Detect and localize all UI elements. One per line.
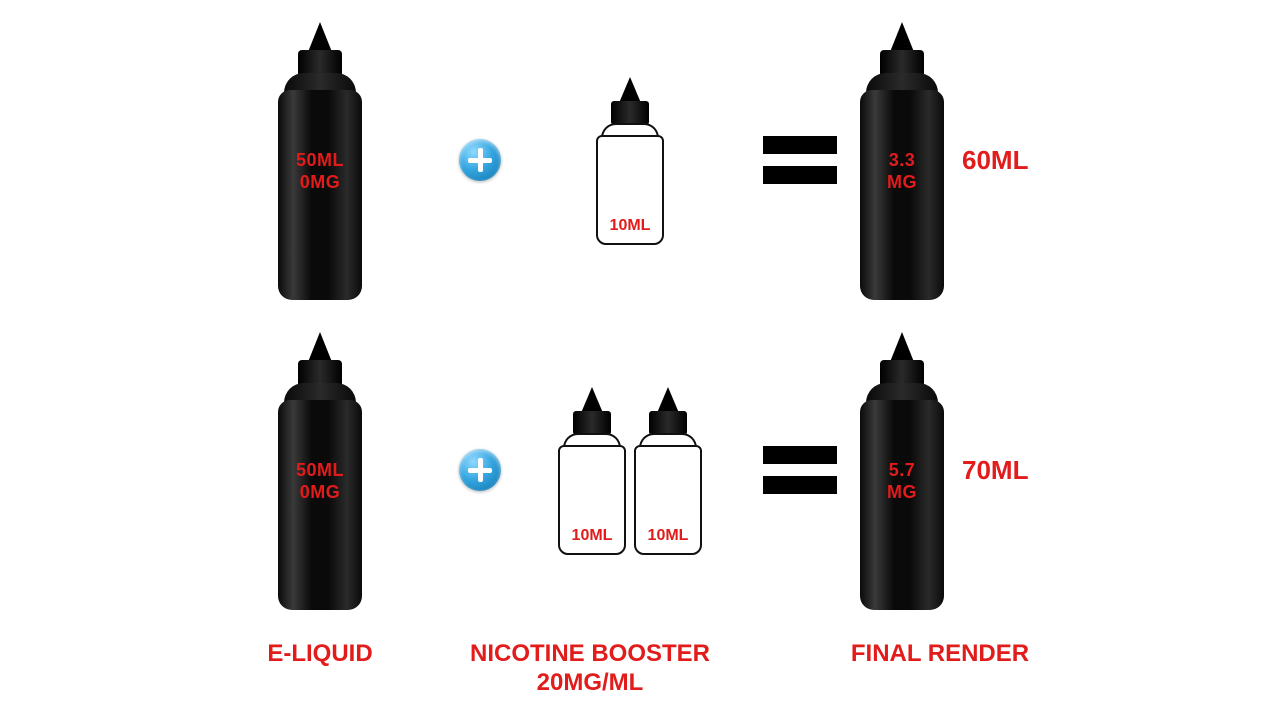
result-mg-value: 5.7 xyxy=(889,460,916,480)
result-bottle: 3.3 MG xyxy=(860,20,944,300)
eliquid-col: 50ML 0MG xyxy=(200,330,440,610)
booster-bottle: 10ML xyxy=(634,385,702,555)
plus-col xyxy=(440,139,520,181)
footer-result-label: FINAL RENDER xyxy=(800,640,1080,698)
result-col: 5.7 MG 70ML xyxy=(860,330,1120,610)
plus-icon xyxy=(459,139,501,181)
eliquid-bottle: 50ML 0MG xyxy=(278,330,362,610)
eliquid-col: 50ML 0MG xyxy=(200,20,440,300)
eliquid-bottle-label: 50ML 0MG xyxy=(278,150,362,193)
booster-bottle: 10ML xyxy=(558,385,626,555)
result-mg-unit: MG xyxy=(887,172,917,192)
equation-row-2: 50ML 0MG 10ML 10ML 5.7 MG 70ML xyxy=(0,320,1280,620)
equation-row-1: 50ML 0MG 10ML 3.3 MG 60ML xyxy=(0,10,1280,310)
footer-booster-line2: 20MG/ML xyxy=(537,669,644,696)
footer-eliquid-label: E-LIQUID xyxy=(200,640,440,698)
eliquid-ml: 50ML xyxy=(296,150,344,170)
result-col: 3.3 MG 60ML xyxy=(860,20,1120,300)
booster-col: 10ML 10ML xyxy=(520,385,740,555)
eliquid-ml: 50ML xyxy=(296,460,344,480)
plus-col xyxy=(440,449,520,491)
equals-col xyxy=(740,446,860,494)
booster-bottle-label: 10ML xyxy=(558,527,626,545)
booster-bottle-label: 10ML xyxy=(596,217,664,235)
result-total-label: 60ML xyxy=(962,145,1028,176)
result-bottle-label: 3.3 MG xyxy=(860,150,944,193)
equals-icon xyxy=(763,446,837,494)
booster-col: 10ML xyxy=(520,75,740,245)
eliquid-bottle: 50ML 0MG xyxy=(278,20,362,300)
eliquid-mg: 0MG xyxy=(300,172,341,192)
result-mg-unit: MG xyxy=(887,482,917,502)
footer-booster-label: NICOTINE BOOSTER 20MG/ML xyxy=(440,640,740,698)
result-total-label: 70ML xyxy=(962,455,1028,486)
eliquid-bottle-label: 50ML 0MG xyxy=(278,460,362,503)
equals-icon xyxy=(763,136,837,184)
footer-labels: E-LIQUID NICOTINE BOOSTER 20MG/ML FINAL … xyxy=(0,640,1280,698)
booster-bottle-label: 10ML xyxy=(634,527,702,545)
booster-bottle: 10ML xyxy=(596,75,664,245)
result-mg-value: 3.3 xyxy=(889,150,916,170)
result-bottle-label: 5.7 MG xyxy=(860,460,944,503)
eliquid-mg: 0MG xyxy=(300,482,341,502)
result-bottle: 5.7 MG xyxy=(860,330,944,610)
plus-icon xyxy=(459,449,501,491)
footer-booster-line1: NICOTINE BOOSTER xyxy=(470,640,710,667)
equals-col xyxy=(740,136,860,184)
